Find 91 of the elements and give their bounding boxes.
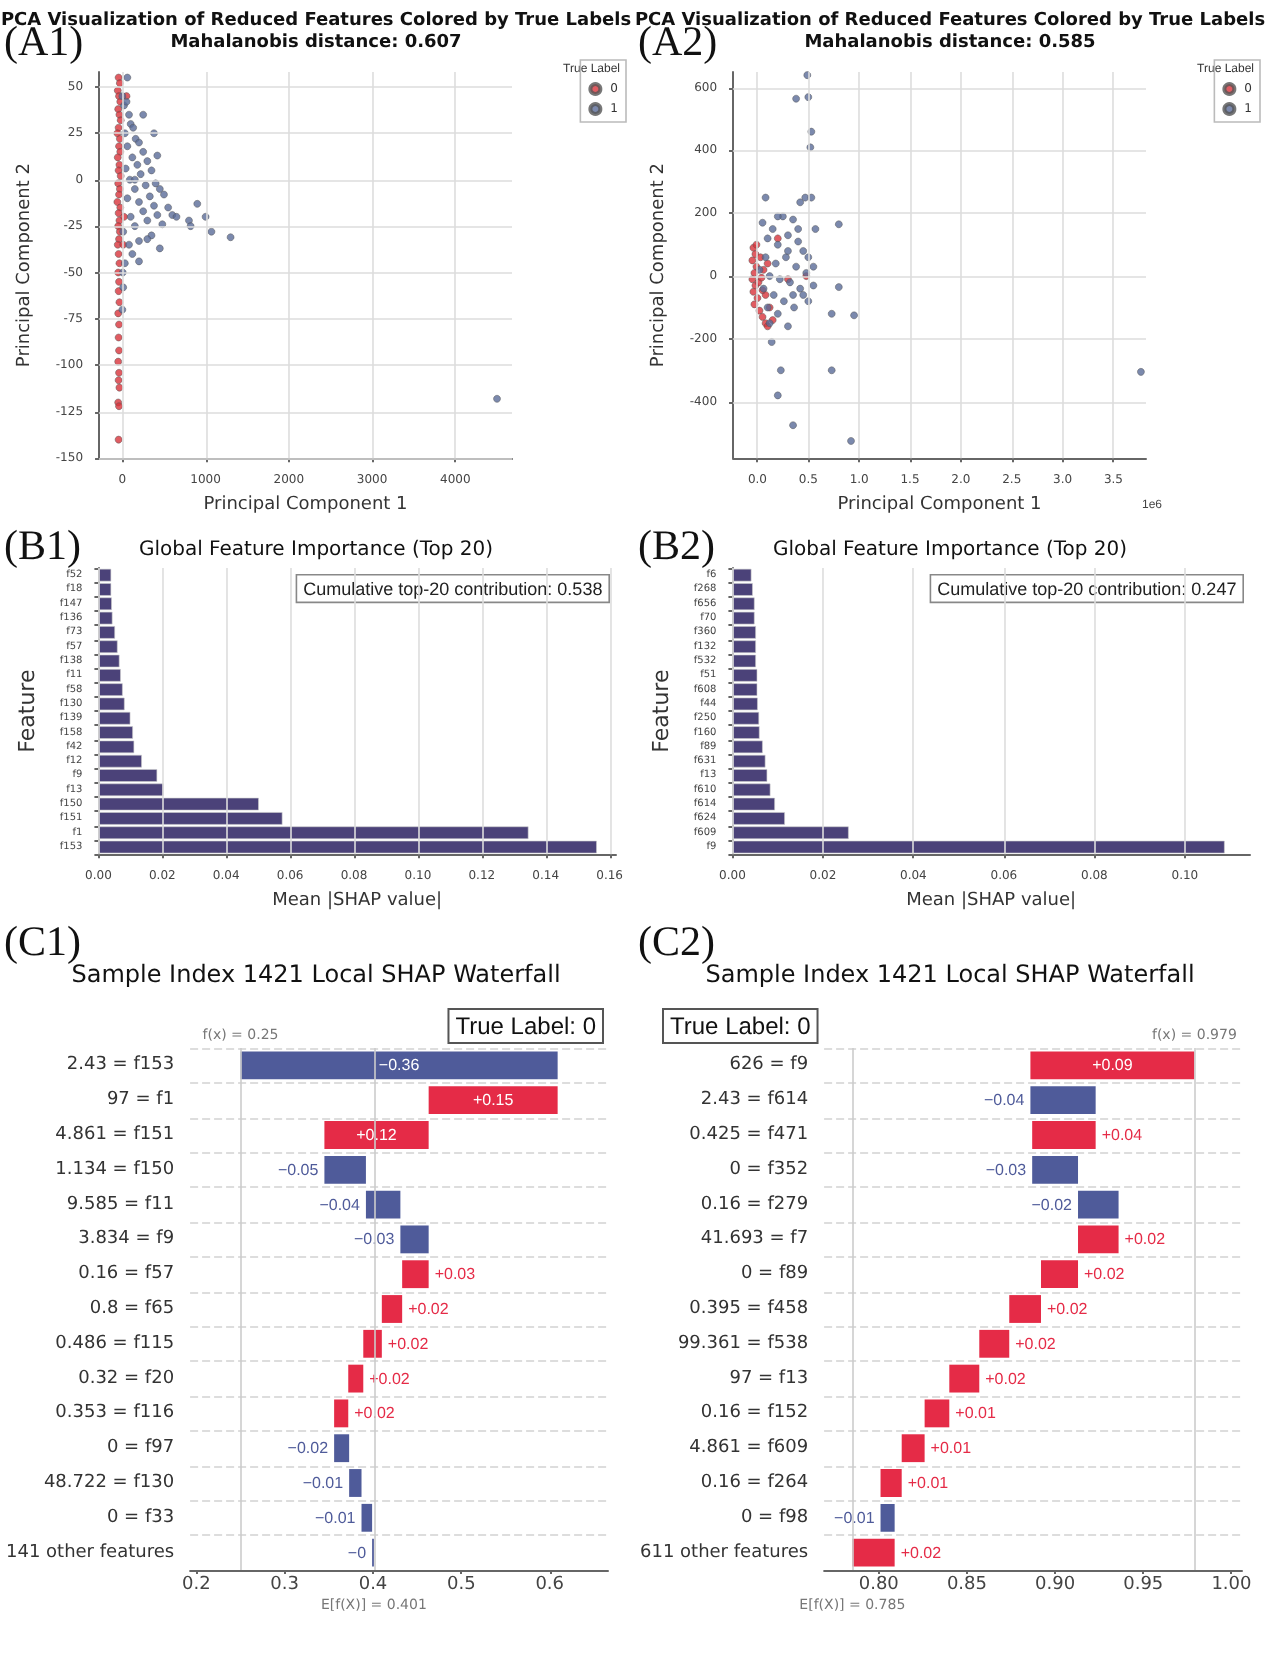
data-label: +0.15 [472,1091,515,1110]
x-axis-title: Mean |SHAP value| [906,891,1077,911]
y-tick-label: 41.693 = f7 [700,1229,809,1250]
y-tick-label: 0.16 = f57 [78,1264,175,1285]
x-tick-label: 0.3 [270,1575,299,1595]
y-tick-label: 3.834 = f9 [78,1229,175,1250]
x-axis-title: Principal Component 1 [837,495,1042,515]
y-tick-label: 0.16 = f279 [700,1194,809,1215]
data-label: −0.02 [287,1439,330,1458]
data-label: +0.02 [1015,1334,1057,1353]
x-tick-label: 0.95 [1123,1575,1164,1595]
data-label: +0.09 [1092,1056,1134,1075]
data-label: +0.04 [1101,1126,1144,1144]
y-tick-label: 611 other features [639,1542,809,1563]
data-label: −0.04 [319,1195,362,1214]
chart-title: Sample Index 1421 Local SHAP Waterfall [71,960,561,988]
data-label: +0.01 [955,1404,997,1423]
data-label: +0.02 [1084,1265,1126,1284]
data-label: −0.01 [315,1508,357,1527]
data-label: +0.03 [434,1265,477,1284]
text: True Label: 0 [455,1012,597,1040]
y-tick-label: 0.32 = f20 [78,1368,175,1389]
data-label: +0.02 [408,1300,450,1318]
chart-title: Global Feature Importance (Top 20) [138,539,494,561]
data-label: −0.04 [983,1091,1026,1110]
x-tick-label: 0.5 [447,1575,476,1595]
x-tick-label: 1.00 [1211,1575,1252,1595]
data-label: +0.02 [900,1543,943,1562]
annotation: Cumulative top-20 contribution: 0.538 [303,578,603,599]
x-tick-label: 0.6 [535,1575,565,1595]
data-label: +0.02 [369,1369,411,1388]
y-tick-label: 0.353 = f116 [55,1403,175,1424]
y-axis-title: Feature [648,669,674,753]
y-tick-label: 2.43 = f153 [66,1055,175,1076]
y-tick-label: 0.425 = f471 [689,1125,809,1145]
y-tick-label: 97 = f13 [729,1368,809,1389]
x-axis-title: Principal Component 1 [203,495,408,515]
y-tick-label: 0 = f352 [729,1159,809,1180]
y-axis-title: Principal Component 2 [15,163,35,368]
chart-title: Global Feature Importance (Top 20) [772,539,1128,561]
data-label: −0.03 [353,1230,396,1249]
data-label: −0.01 [834,1508,876,1527]
chart-title: Sample Index 1421 Local SHAP Waterfall [705,960,1195,988]
x-tick-label: 0.85 [946,1575,987,1595]
y-axis-title: Principal Component 2 [649,163,669,368]
y-tick-label: 0.16 = f264 [700,1473,809,1493]
y-tick-label: 141 other features [5,1542,175,1563]
x-tick-label: 0.90 [1035,1575,1076,1595]
y-tick-label: 4.861 = f609 [689,1438,809,1459]
data-label: −0.01 [302,1474,345,1492]
y-tick-label: 0 = f98 [740,1507,809,1528]
y-tick-label: 0.395 = f458 [689,1299,809,1319]
data-label: +0.02 [985,1369,1027,1388]
data-label: +0.02 [354,1404,396,1423]
x-tick-label: 0.80 [858,1575,900,1595]
data-label: −0.36 [378,1056,421,1075]
data-label: −0.03 [985,1160,1028,1179]
y-tick-label: 626 = f9 [729,1055,809,1076]
y-tick-label: 0 = f33 [106,1507,175,1528]
text: True Label: 0 [670,1012,812,1040]
y-tick-label: 0 = f97 [106,1438,175,1459]
chart-subtitle: Mahalanobis distance: 0.585 [804,33,1096,53]
y-tick-label: 0 = f89 [740,1264,809,1285]
data-label: −0.02 [1031,1195,1074,1214]
y-tick-label: 0.486 = f115 [55,1333,175,1354]
data-label: +0.02 [1046,1300,1089,1318]
y-axis-title: Feature [14,669,40,753]
x-tick-label: 0.4 [358,1575,388,1595]
y-tick-label: 0.16 = f152 [700,1403,809,1424]
y-tick-label: 4.861 = f151 [55,1125,175,1145]
y-tick-label: 1.134 = f150 [55,1159,175,1180]
y-tick-label: 48.722 = f130 [43,1473,175,1493]
text: (B2) [638,521,715,569]
annotation: Cumulative top-20 contribution: 0.247 [937,578,1237,599]
data-label: +0.02 [1124,1230,1167,1249]
text: (B1) [4,521,81,569]
text: (C2) [638,917,715,965]
data-label: −0 [347,1543,368,1562]
chart-subtitle: Mahalanobis distance: 0.607 [170,33,462,53]
y-tick-label: 0.8 = f65 [89,1299,175,1319]
data-label: +0.01 [930,1439,973,1458]
y-tick-label: 2.43 = f614 [700,1090,809,1111]
text: (C1) [4,917,81,965]
data-label: +0.01 [907,1474,950,1492]
data-label: +0.02 [387,1334,430,1353]
y-tick-label: 97 = f1 [106,1090,175,1111]
x-tick-label: 0.2 [181,1575,211,1595]
y-tick-label: 99.361 = f538 [677,1333,809,1354]
x-axis-title: Mean |SHAP value| [272,891,443,911]
data-label: −0.05 [277,1160,320,1179]
y-tick-label: 9.585 = f11 [66,1194,175,1215]
